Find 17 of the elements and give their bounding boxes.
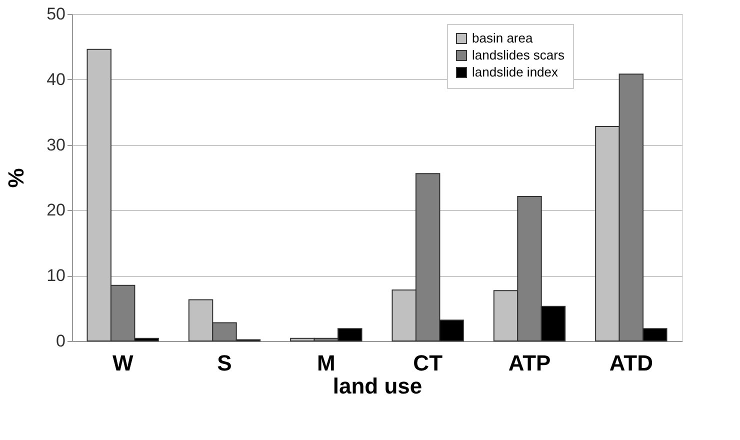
y-tick-label: 30 (46, 135, 66, 154)
legend-label: landslide index (472, 64, 559, 80)
x-tick-label: W (112, 350, 134, 376)
x-tick-label: CT (413, 350, 444, 376)
x-tick-label: ATP (508, 350, 551, 376)
x-axis-title: land use (332, 374, 422, 398)
y-tick-label: 40 (46, 70, 66, 89)
legend-label: basin area (472, 30, 534, 46)
y-tick-label: 0 (56, 332, 66, 350)
y-tick-label: 50 (46, 4, 66, 24)
x-tick-label: S (217, 350, 232, 376)
x-tick-label: ATD (609, 350, 653, 376)
y-axis-title: % (4, 168, 29, 188)
y-tick-label: 20 (46, 200, 66, 220)
y-tick-label: 10 (46, 266, 66, 286)
legend-label: landslides scars (472, 48, 565, 62)
x-tick-label: M (317, 350, 336, 376)
